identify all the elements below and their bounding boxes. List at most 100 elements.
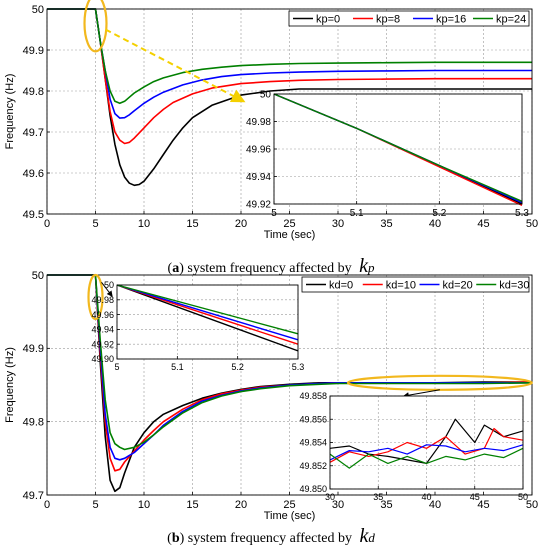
series-line-kd=10: [116, 284, 299, 345]
tick-label-y: 50: [260, 90, 272, 101]
caption-b-letter: b: [171, 531, 180, 546]
series-line-kd=0: [116, 284, 299, 352]
tick-label-y: 49.856: [299, 414, 327, 424]
tick-label-y: 49.854: [299, 438, 327, 448]
tick-label-x: 5.2: [432, 208, 446, 219]
caption-b-symbol: k: [359, 525, 369, 547]
tick-label-x: 45: [477, 499, 489, 511]
plot-frame: [116, 284, 299, 360]
tick-label-y: 49.9: [23, 45, 44, 57]
tick-label-y: 50: [32, 270, 44, 282]
series-line-kd=10: [329, 427, 524, 463]
tick-label-x: 20: [235, 499, 247, 511]
tick-label-x: 30: [332, 218, 344, 230]
tick-label-y: 49.90: [91, 354, 114, 364]
tick-label-x: 35: [380, 499, 392, 511]
tick-label-x: 50: [526, 499, 538, 511]
tick-label-x: 30: [332, 499, 344, 511]
tick-label-x: 15: [186, 499, 198, 511]
zoom-highlight-b-start: [87, 273, 104, 321]
tick-label-x: 15: [186, 218, 198, 230]
plot-frame: [273, 93, 523, 205]
series-line-kd=30: [47, 274, 533, 451]
tick-label-y: 49.7: [23, 490, 44, 502]
tick-label-x: 40: [429, 218, 441, 230]
series-line-kd=20: [329, 444, 524, 461]
zoom-arrow-b-start: [101, 282, 113, 297]
tick-label-y: 49.8: [23, 86, 44, 98]
tick-label-y: 49.98: [246, 117, 271, 128]
legend-entry: kp=24: [496, 14, 526, 26]
legend-entry: kd=20: [443, 280, 473, 292]
series-line-kp=8: [47, 8, 532, 145]
tick-label-y: 49.7: [23, 127, 44, 139]
series-line-kd=30: [116, 284, 299, 335]
tick-label-y: 49.850: [299, 484, 327, 494]
tick-label-y: 49.94: [246, 172, 271, 183]
tick-label-x: 25: [283, 499, 295, 511]
tick-label-x: 35: [380, 218, 392, 230]
plot-frame: [46, 274, 533, 496]
series-line-kd=20: [116, 284, 299, 341]
caption-a-sub: p: [367, 260, 375, 275]
legend-box: [288, 10, 530, 27]
legend-entry: kd=10: [386, 280, 416, 292]
legend-entry: kd=30: [499, 280, 529, 292]
tick-label-x: 40: [421, 492, 431, 502]
tick-label-y: 49.98: [91, 295, 114, 305]
tick-label-x: 5.3: [292, 362, 305, 372]
tick-label-x: 10: [138, 499, 150, 511]
chart-a-inset: 5 5.1 5.2 5.3 49.92 49.94 49.96 49.98 50: [246, 90, 529, 220]
caption-b-sub: d: [368, 530, 375, 545]
zoom-annotations: [83, 0, 533, 399]
tick-label-y: 49.858: [299, 391, 327, 401]
caption-b-text: system frequency affected by: [187, 531, 352, 546]
tick-label-x: 0: [44, 218, 50, 230]
legend-entry: kd=0: [329, 280, 353, 292]
tick-label-y: 49.94: [91, 325, 114, 335]
y-axis-label: Frequency (Hz): [4, 74, 16, 150]
series-line-kp=16: [47, 8, 532, 119]
tick-label-x: 5.1: [350, 208, 364, 219]
tick-label-y: 49.852: [299, 461, 327, 471]
tick-label-x: 40: [429, 499, 441, 511]
plot-frame: [46, 8, 533, 215]
tick-label-x: 30: [325, 492, 335, 502]
zoom-arrow-a: [105, 28, 246, 103]
tick-label-y: 49.5: [23, 209, 44, 221]
x-axis-label: Time (sec): [264, 229, 316, 241]
legend-box: [301, 276, 530, 293]
tick-label-y: 49.9: [23, 343, 44, 355]
series-line-kd=30: [329, 447, 524, 469]
tick-label-x: 50: [518, 492, 528, 502]
chart-b-inset-steady: 30 35 40 45 50 49.850 49.852 49.854 49.856 49.858: [299, 391, 528, 502]
caption-a-text: system frequency affected by: [187, 261, 352, 276]
tick-label-x: 10: [138, 218, 150, 230]
tick-label-x: 35: [373, 492, 383, 502]
tick-label-x: 5.3: [515, 208, 529, 219]
caption-a: (a) system frequency affected by kp: [167, 255, 375, 277]
chart-b-inset-start: 5 5.1 5.2 5.3 49.90 49.92 49.94 49.96 49.98 50: [91, 280, 304, 372]
tick-label-x: 5: [114, 362, 119, 372]
tick-label-x: 5: [92, 499, 98, 511]
y-axis-label: Frequency (Hz): [4, 347, 16, 423]
x-axis-label: Time (sec): [264, 510, 316, 522]
plot-frame: [329, 395, 524, 490]
tick-label-x: 20: [235, 218, 247, 230]
series-line-kp=24: [273, 93, 523, 202]
zoom-arrow-b-steady: [402, 389, 440, 399]
series-line-kp=24: [47, 8, 532, 105]
tick-label-y: 50: [104, 280, 114, 290]
tick-label-x: 45: [470, 492, 480, 502]
tick-label-y: 49.92: [91, 339, 114, 349]
tick-label-y: 49.92: [246, 200, 271, 211]
zoom-highlight-a: [83, 0, 108, 53]
tick-label-y: 49.96: [246, 145, 271, 156]
caption-a-letter: a: [172, 261, 180, 276]
caption-b: (b) system frequency affected by kd: [167, 525, 375, 547]
tick-label-x: 5: [271, 208, 277, 219]
tick-label-x: 5.2: [231, 362, 244, 372]
tick-label-x: 0: [44, 499, 50, 511]
tick-label-x: 45: [477, 218, 489, 230]
